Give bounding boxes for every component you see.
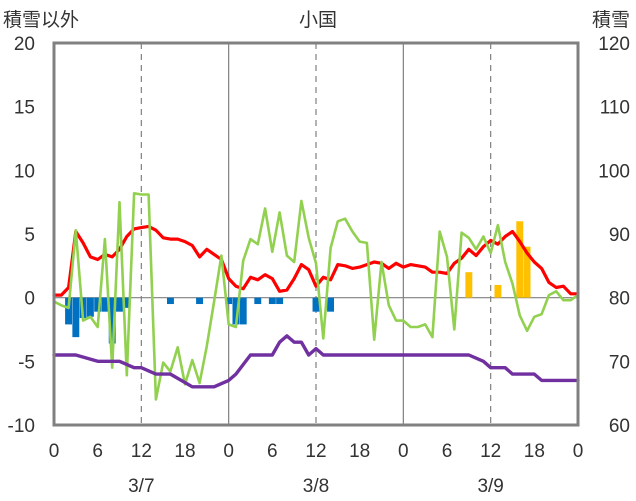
precip-bar: [101, 297, 109, 312]
snowfall-bar: [523, 246, 531, 298]
precip-bar: [166, 297, 174, 305]
x-tick-label: 0: [223, 441, 234, 462]
x-tick-label: 12: [305, 441, 326, 462]
left-y-tick-label: -10: [8, 416, 35, 437]
line-series: [52, 192, 580, 401]
left-y-tick-label: 0: [24, 289, 35, 310]
x-tick-label: 12: [131, 441, 152, 462]
right-y-tick-label: 100: [598, 161, 630, 182]
left-axis-title: 積雪以外: [3, 9, 79, 31]
right-y-tick-label: 110: [600, 98, 630, 119]
snowfall-bar: [516, 221, 524, 298]
right-y-tick-label: 60: [609, 416, 630, 437]
x-tick-label: 6: [267, 441, 278, 462]
right-y-tick-label: 80: [609, 289, 630, 310]
left-y-tick-label: 5: [24, 225, 35, 246]
date-label: 3/9: [477, 476, 503, 497]
left-y-tick-label: 10: [14, 161, 35, 182]
precip-bar: [239, 297, 247, 325]
left-y-tick-label: 20: [14, 34, 35, 55]
x-tick-label: 6: [442, 441, 453, 462]
snowfall-bar: [494, 284, 502, 298]
x-tick-label: 6: [92, 441, 103, 462]
precip-bar: [225, 297, 233, 305]
x-tick-label: 18: [524, 441, 545, 462]
left-y-tick-label: -5: [18, 352, 35, 373]
x-tick-label: 18: [349, 441, 370, 462]
precip-bar: [196, 297, 204, 305]
bar-series: [65, 221, 531, 344]
snowfall-bar: [465, 272, 473, 298]
precip-bar: [108, 297, 116, 344]
right-axis-title: 積雪: [592, 9, 630, 31]
x-tick-label: 0: [49, 441, 60, 462]
precip-bar: [65, 297, 73, 325]
precip-bar: [116, 297, 123, 312]
chart-title: 小国: [299, 9, 337, 31]
x-tick-label: 0: [398, 441, 409, 462]
precip-bar: [327, 297, 335, 312]
plot-frame: [52, 41, 580, 427]
x-tick-label: 12: [480, 441, 501, 462]
precip-bar: [312, 297, 320, 312]
temperature-line: [52, 224, 580, 297]
right-y-tick-label: 90: [609, 225, 630, 246]
date-label: 3/7: [128, 476, 154, 497]
date-label: 3/8: [303, 476, 329, 497]
x-tick-label: 0: [573, 441, 584, 462]
precip-bar: [86, 297, 94, 317]
precip-bar: [276, 297, 284, 305]
precip-bar: [254, 297, 262, 305]
snow_depth-line: [52, 334, 580, 389]
precip-bar: [72, 297, 80, 338]
precip-bar: [94, 297, 102, 312]
precip-bar: [232, 297, 240, 325]
wind-line: [52, 192, 580, 401]
x-tick-label: 18: [174, 441, 195, 462]
left-y-tick-label: 15: [14, 98, 35, 119]
precip-bar: [268, 297, 276, 305]
right-y-tick-label: 70: [609, 352, 630, 373]
right-y-tick-label: 120: [598, 34, 630, 55]
precip-bar: [123, 297, 131, 308]
